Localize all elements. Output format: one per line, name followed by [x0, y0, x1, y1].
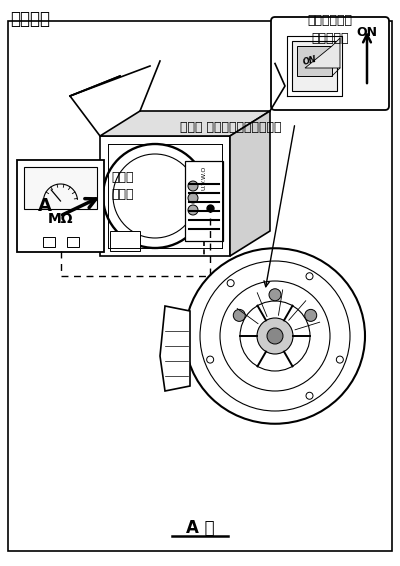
Circle shape [188, 181, 198, 191]
Text: U.V.W.O: U.V.W.O [202, 166, 206, 190]
Text: A 視: A 視 [186, 519, 214, 537]
Circle shape [220, 281, 330, 391]
Text: MΩ: MΩ [48, 212, 73, 226]
Ellipse shape [185, 248, 365, 424]
Circle shape [267, 328, 283, 344]
Circle shape [188, 205, 198, 215]
Circle shape [240, 301, 310, 371]
FancyBboxPatch shape [271, 17, 389, 110]
Circle shape [306, 273, 313, 280]
Polygon shape [292, 41, 337, 91]
Polygon shape [297, 46, 332, 76]
FancyBboxPatch shape [17, 160, 104, 252]
FancyBboxPatch shape [185, 161, 223, 241]
Circle shape [257, 318, 293, 354]
Text: ON: ON [356, 26, 377, 39]
Polygon shape [230, 111, 270, 256]
Polygon shape [100, 136, 230, 256]
Text: ON: ON [302, 55, 318, 67]
Bar [24, 167, 97, 209]
Circle shape [306, 392, 313, 399]
Bar [42, 237, 54, 247]
Circle shape [305, 310, 317, 321]
Bar [110, 231, 140, 251]
Circle shape [188, 193, 198, 203]
Circle shape [227, 280, 234, 286]
Text: 測定方法: 測定方法 [10, 10, 50, 28]
Text: ロータ ダイオードモジュール: ロータ ダイオードモジュール [180, 121, 282, 134]
Text: 三相遮断器と
単相遮断器: 三相遮断器と 単相遮断器 [308, 14, 352, 45]
Bar [66, 237, 78, 247]
Circle shape [269, 289, 281, 301]
Text: A: A [38, 197, 52, 215]
Polygon shape [100, 111, 270, 136]
Text: メガー
テスタ: メガー テスタ [111, 171, 134, 201]
Circle shape [233, 310, 245, 321]
Circle shape [207, 356, 214, 363]
Circle shape [336, 356, 343, 363]
Polygon shape [160, 306, 190, 391]
Polygon shape [305, 38, 340, 68]
